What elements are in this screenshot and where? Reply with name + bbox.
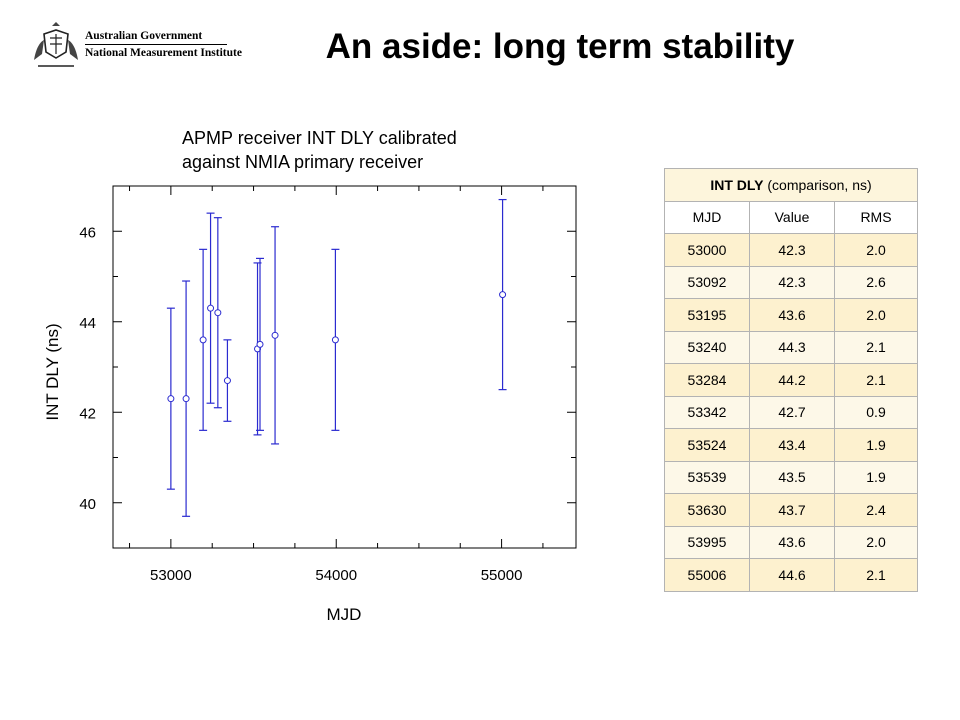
table-cell-value: 43.6 — [749, 298, 835, 332]
table-caption-bold: INT DLY — [710, 176, 764, 193]
table-row: 53284 44.2 2.1 — [664, 363, 918, 397]
x-tick-label: 55000 — [481, 567, 523, 584]
table-cell-rms: 2.1 — [834, 363, 918, 397]
data-point — [166, 307, 175, 490]
table-cell-value: 42.7 — [749, 395, 835, 429]
table-cell-rms: 0.9 — [834, 395, 918, 429]
coat-of-arms-icon — [34, 22, 78, 67]
point-marker — [331, 336, 339, 344]
table-caption-rest: (comparison, ns) — [763, 176, 872, 193]
data-point — [199, 248, 208, 431]
y-tick-label: 40 — [79, 496, 96, 513]
table-cell-rms: 2.0 — [834, 298, 918, 332]
point-marker — [256, 340, 264, 348]
data-point — [256, 257, 265, 431]
y-axis-label: INT DLY (ns) — [43, 323, 62, 420]
table-row: 53000 42.3 2.0 — [664, 233, 918, 267]
table-cell-mjd: 53000 — [664, 233, 750, 267]
y-tick-label: 44 — [79, 315, 96, 332]
table-caption: INT DLY (comparison, ns) — [664, 168, 918, 202]
x-tick-label: 54000 — [315, 567, 357, 584]
data-point — [223, 339, 232, 422]
axis-ticks — [113, 185, 576, 549]
point-marker — [499, 291, 507, 299]
chart-subtitle: APMP receiver INT DLY calibrated against… — [182, 126, 457, 174]
point-marker — [271, 331, 279, 339]
table-cell-rms: 2.1 — [834, 558, 918, 592]
y-tick-label: 46 — [79, 224, 96, 241]
table-cell-rms: 2.0 — [834, 525, 918, 559]
comparison-table-wrap: INT DLY (comparison, ns) MJD Value RMS 5… — [664, 168, 918, 592]
data-point — [498, 198, 507, 391]
table-cell-mjd: 53630 — [664, 493, 750, 527]
table-cell-mjd: 53092 — [664, 265, 750, 299]
logo-line-government: Australian Government — [85, 30, 203, 42]
table-cell-value: 43.4 — [749, 428, 835, 462]
point-marker — [182, 395, 190, 403]
table-cell-mjd: 53995 — [664, 525, 750, 559]
table-row: 53539 43.5 1.9 — [664, 460, 918, 494]
table-cell-value: 42.3 — [749, 265, 835, 299]
table-row: 53092 42.3 2.6 — [664, 265, 918, 299]
table-header-mjd: MJD — [664, 200, 750, 234]
table-cell-value: 42.3 — [749, 233, 835, 267]
table-cell-rms: 1.9 — [834, 460, 918, 494]
table-cell-value: 43.5 — [749, 460, 835, 494]
data-point — [213, 217, 222, 409]
data-point — [206, 212, 215, 404]
table-cell-value: 44.6 — [749, 558, 835, 592]
data-point — [271, 226, 280, 445]
table-cell-mjd: 53240 — [664, 330, 750, 364]
table-row: 53342 42.7 0.9 — [664, 395, 918, 429]
table-row: 53195 43.6 2.0 — [664, 298, 918, 332]
table-cell-mjd: 53284 — [664, 363, 750, 397]
table-row: 53630 43.7 2.4 — [664, 493, 918, 527]
data-point — [331, 248, 340, 431]
data-points — [166, 198, 507, 517]
point-marker — [207, 304, 215, 312]
table-cell-value: 44.3 — [749, 330, 835, 364]
table-cell-mjd: 53195 — [664, 298, 750, 332]
table-cell-mjd: 55006 — [664, 558, 750, 592]
table-row: 53524 43.4 1.9 — [664, 428, 918, 462]
table-row: 53240 44.3 2.1 — [664, 330, 918, 364]
comparison-table: INT DLY (comparison, ns) MJD Value RMS 5… — [664, 168, 918, 592]
subtitle-line-1: APMP receiver INT DLY calibrated — [182, 128, 457, 148]
y-tick-label: 42 — [79, 405, 96, 422]
table-header-value: Value — [749, 200, 835, 234]
logo-line-institute: National Measurement Institute — [85, 47, 242, 59]
point-marker — [223, 377, 231, 385]
table-cell-mjd: 53524 — [664, 428, 750, 462]
slide-title: An aside: long term stability — [325, 27, 795, 66]
x-tick-labels: 53000 54000 55000 — [150, 567, 522, 584]
plot-frame — [112, 185, 577, 549]
table-cell-rms: 2.1 — [834, 330, 918, 364]
table-cell-rms: 2.4 — [834, 493, 918, 527]
table-cell-value: 43.7 — [749, 493, 835, 527]
table-cell-rms: 1.9 — [834, 428, 918, 462]
x-axis-label: MJD — [327, 605, 362, 624]
table-cell-mjd: 53342 — [664, 395, 750, 429]
subtitle-line-2: against NMIA primary receiver — [182, 152, 424, 172]
logo-divider — [85, 44, 227, 45]
table-row: 55006 44.6 2.1 — [664, 558, 918, 592]
table-cell-value: 43.6 — [749, 525, 835, 559]
table-cell-mjd: 53539 — [664, 460, 750, 494]
x-tick-label: 53000 — [150, 567, 192, 584]
table-cell-rms: 2.6 — [834, 265, 918, 299]
point-marker — [214, 309, 222, 317]
table-cell-value: 44.2 — [749, 363, 835, 397]
table-cell-rms: 2.0 — [834, 233, 918, 267]
data-point — [182, 280, 191, 517]
table-row: 53995 43.6 2.0 — [664, 525, 918, 559]
point-marker — [167, 395, 175, 403]
table-header-rms: RMS — [834, 200, 918, 234]
logo: Australian Government National Measureme… — [30, 20, 242, 72]
y-tick-labels: 40 42 44 46 — [79, 224, 96, 513]
point-marker — [199, 336, 207, 344]
